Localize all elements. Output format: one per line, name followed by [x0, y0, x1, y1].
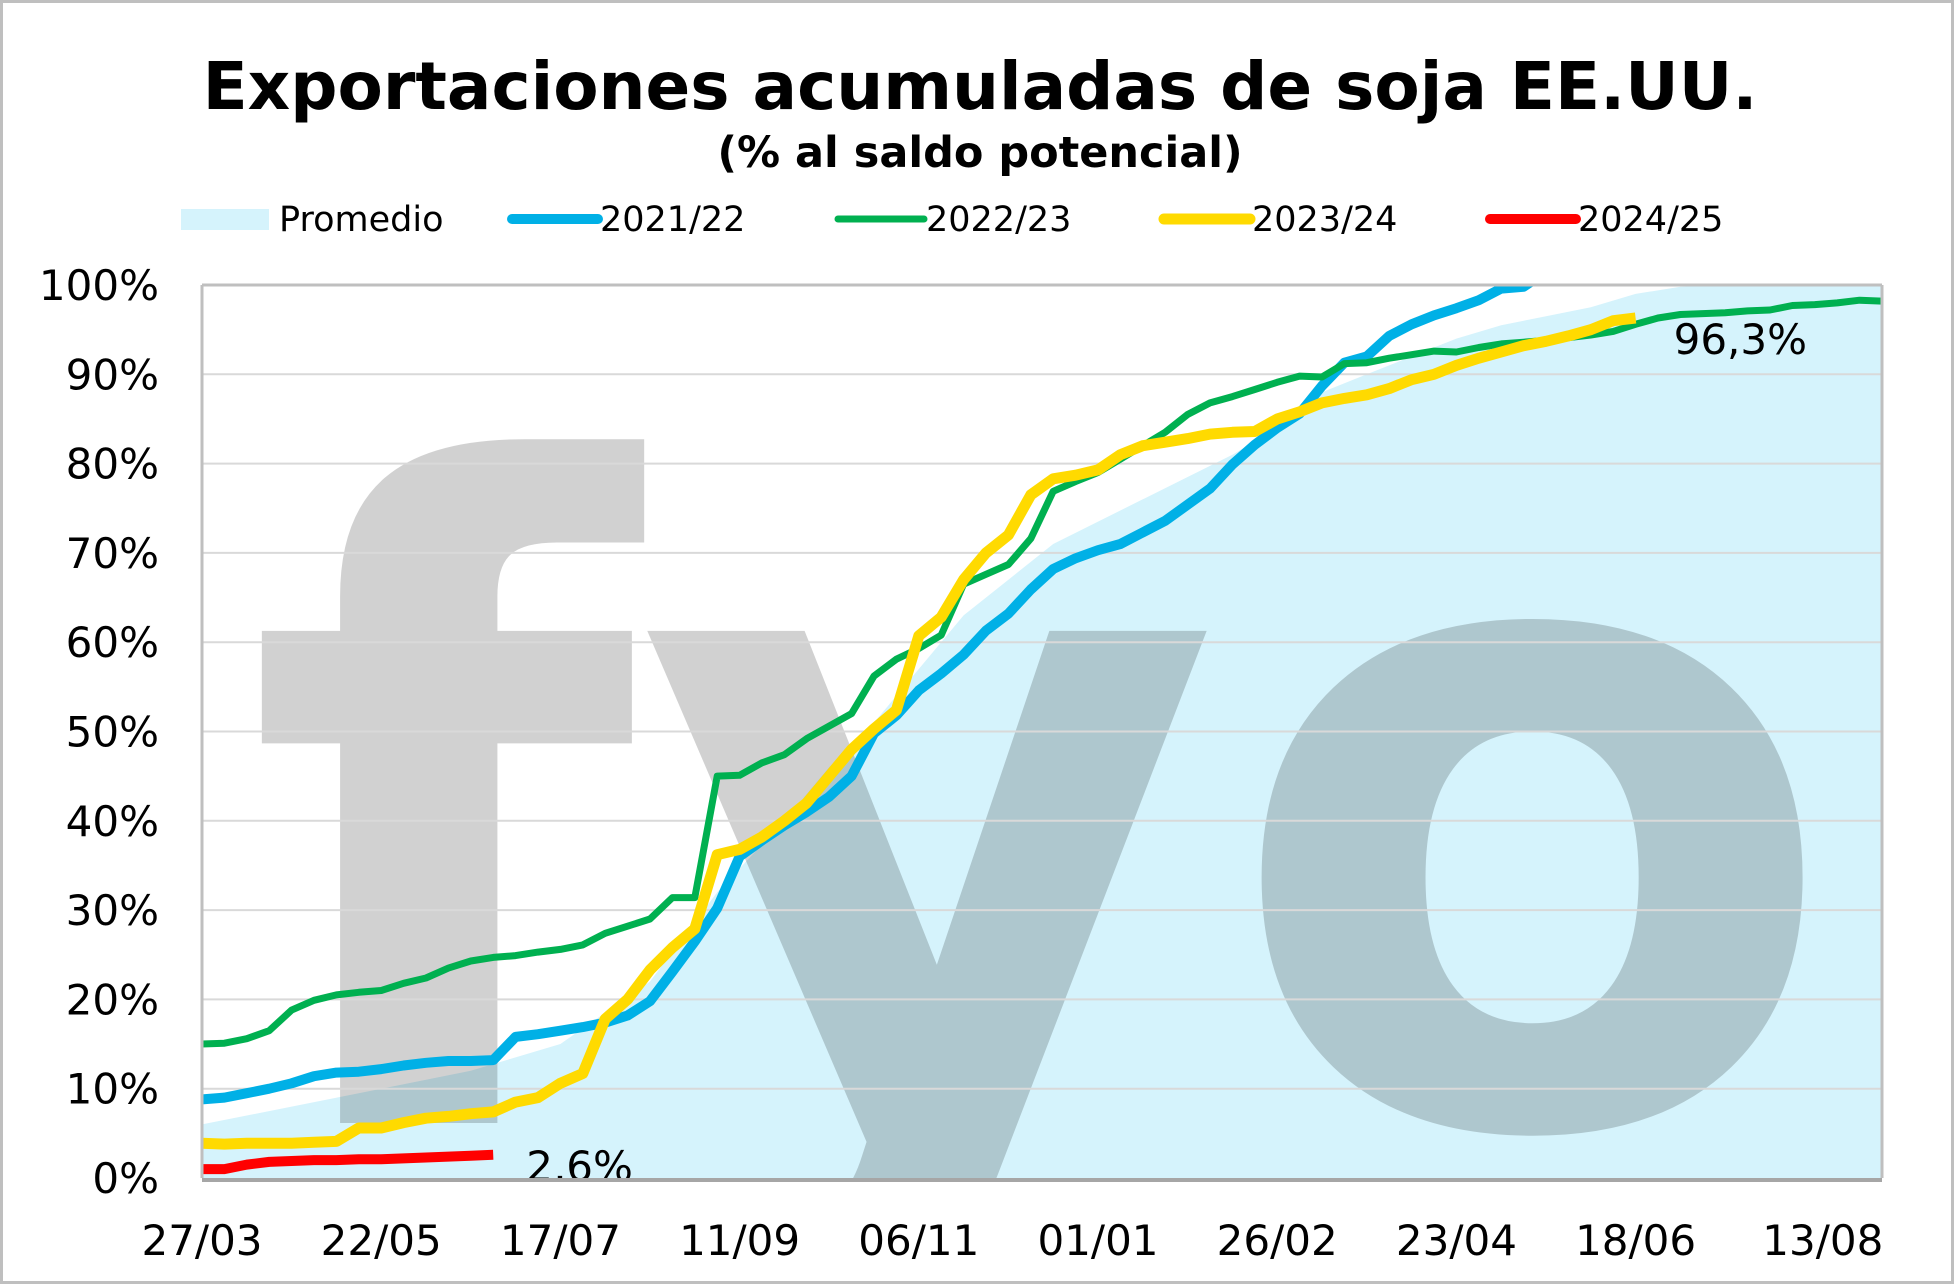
legend-item-2024-25: 2024/25: [1485, 200, 1723, 240]
legend-item-2021-22: 2021/22: [507, 200, 745, 240]
axes: 0% 10% 20% 30% 40% 50% 60% 70% 80% 90% 100% 27/03 22…: [39, 261, 1884, 1265]
legend-label: 2022/23: [926, 200, 1071, 240]
x-tick-label: 22/05: [321, 1216, 442, 1265]
legend-label: Promedio: [279, 200, 444, 240]
x-tick-label: 11/09: [679, 1216, 800, 1265]
y-tick-label: 0%: [92, 1154, 159, 1203]
y-tick-label: 80%: [66, 440, 159, 489]
watermark-logo: fyo: [245, 289, 1842, 1284]
y-tick-label: 30%: [66, 886, 159, 935]
data-label-2023-24: 96,3%: [1674, 315, 1807, 364]
y-tick-label: 70%: [66, 529, 159, 578]
y-tick-label: 10%: [66, 1065, 159, 1114]
y-tick-label: 50%: [66, 708, 159, 757]
legend-label: 2023/24: [1252, 200, 1397, 240]
x-tick-label: 13/08: [1762, 1216, 1883, 1265]
y-tick-label: 60%: [66, 618, 159, 667]
legend-item-2022-23: 2022/23: [834, 200, 1071, 240]
legend-item-2023-24: 2023/24: [1158, 200, 1397, 240]
y-tick-label: 100%: [39, 261, 159, 310]
x-tick-label: 18/06: [1575, 1216, 1696, 1265]
chart-svg: Exportaciones acumuladas de soja EE.UU. …: [39, 48, 1884, 1284]
x-tick-label: 06/11: [858, 1216, 979, 1265]
y-tick-label: 40%: [66, 797, 159, 846]
legend-swatch: [181, 209, 269, 230]
y-tick-label: 20%: [66, 975, 159, 1024]
y-tick-label: 90%: [66, 350, 159, 399]
x-tick-label: 01/01: [1037, 1216, 1158, 1265]
legend-item-promedio: Promedio: [181, 200, 444, 240]
x-tick-label: 26/02: [1217, 1216, 1338, 1265]
x-tick-label: 17/07: [500, 1216, 621, 1265]
x-tick-label: 27/03: [141, 1216, 262, 1265]
series-line-2022-23: [202, 296, 1882, 1048]
chart-title: Exportaciones acumuladas de soja EE.UU.: [203, 48, 1758, 125]
legend-label: 2021/22: [600, 200, 745, 240]
series-line-2024-25: [202, 1149, 494, 1175]
series-line-2023-24: [202, 312, 1637, 1150]
chart-subtitle: (% al saldo potencial): [717, 128, 1242, 178]
legend: Promedio 2021/22 2022/23 2023/24 2024/25: [181, 200, 1723, 240]
legend-label: 2024/25: [1578, 200, 1723, 240]
x-tick-label: 23/04: [1396, 1216, 1517, 1265]
data-label-2024-25: 2,6%: [526, 1142, 633, 1191]
